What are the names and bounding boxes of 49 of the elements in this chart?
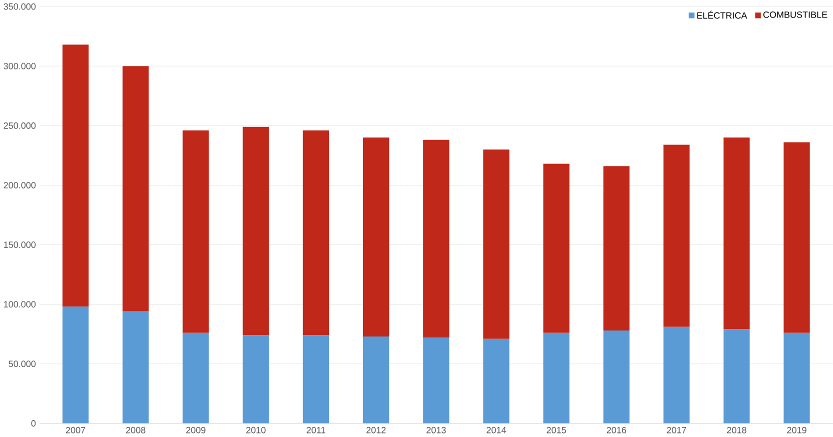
bar [182,130,209,334]
x-tick-label: 2015 [546,427,566,434]
x-tick-label: 2016 [606,427,626,434]
x-tick-label: 2010 [246,427,266,434]
y-tick-label: 50.000 [8,360,36,368]
x-tick-label: 2017 [666,427,686,434]
x-tick-label: 2011 [306,427,326,434]
bar [423,338,450,424]
bar [603,166,630,331]
bar [122,66,149,312]
bar [182,333,209,424]
bar [62,306,89,424]
x-tick-label: 2013 [426,427,446,434]
bar [483,150,510,339]
bar [122,312,149,424]
y-tick-label: 100.000 [4,301,36,308]
bar [724,138,750,330]
x-tick-label: 2014 [486,427,506,434]
legend-label: COMBUSTIBLE [763,12,828,18]
y-tick-label: 0 [31,420,36,427]
bar [483,338,510,424]
bar [724,329,750,424]
bar [62,44,89,307]
bar [663,144,690,328]
bar [242,126,269,336]
bar [784,142,810,334]
x-tick-label: 2019 [787,427,806,434]
bar [302,130,330,336]
x-tick-label: 2007 [66,427,86,434]
bar [362,336,390,424]
y-tick-label: 250.000 [4,122,36,130]
bar [784,333,810,424]
y-tick-label: 200.000 [4,182,36,189]
bar [543,333,570,424]
y-tick-label: 300.000 [4,63,36,70]
x-tick-label: 2008 [126,427,146,434]
bar [663,327,690,424]
bar [362,138,390,337]
y-tick-label: 150.000 [4,242,36,248]
x-tick-label: 2018 [727,427,746,434]
bar [543,164,570,334]
bar [302,335,330,424]
x-tick-label: 2012 [366,427,386,434]
bar [242,335,269,424]
x-tick-label: 2009 [186,427,206,434]
bar [603,330,630,424]
y-tick-label: 350.000 [4,4,36,10]
bar [423,140,450,338]
legend-label: ELÉCTRICA [697,10,748,19]
